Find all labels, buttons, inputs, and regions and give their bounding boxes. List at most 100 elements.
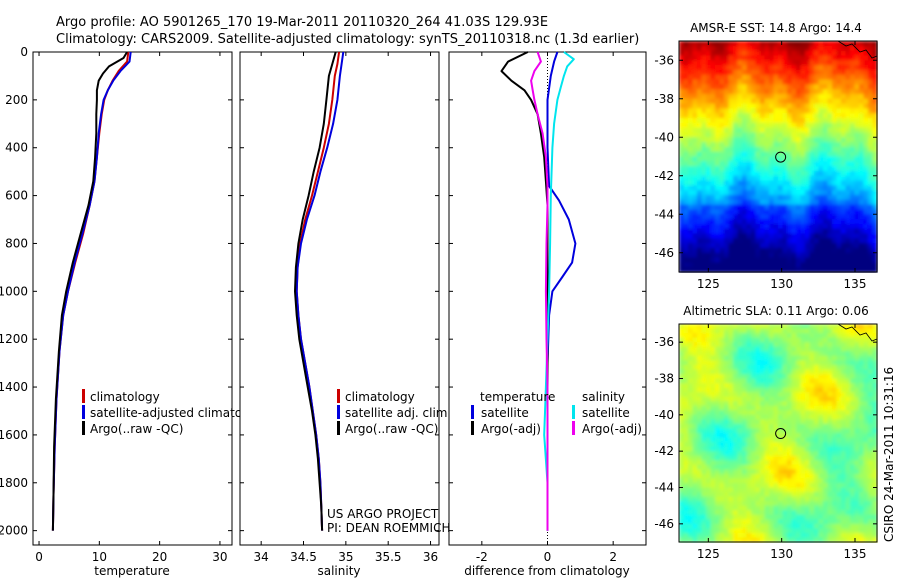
- map-cell: [764, 451, 770, 457]
- map-cell: [823, 195, 829, 201]
- map-cell: [872, 387, 878, 393]
- map-cell: [832, 414, 838, 420]
- map-cell: [679, 142, 685, 148]
- map-cell: [737, 364, 743, 371]
- map-cell: [787, 478, 793, 484]
- map-cell: [706, 460, 712, 466]
- map-cell: [868, 482, 874, 489]
- map-cell: [746, 45, 752, 52]
- map-cell: [764, 132, 770, 138]
- map-cell: [764, 238, 770, 244]
- map-cell: [845, 199, 851, 206]
- map-cell: [805, 537, 811, 543]
- map-cell: [742, 180, 748, 186]
- map-cell: [688, 387, 694, 393]
- map-cell: [742, 392, 748, 398]
- map-cell: [796, 414, 802, 420]
- map-cell: [791, 492, 797, 498]
- map-cell: [778, 233, 784, 239]
- map-cell: [760, 369, 766, 375]
- map-cell: [809, 387, 815, 393]
- map-cell: [791, 351, 797, 357]
- map-cell: [800, 65, 806, 71]
- map-cell: [805, 342, 811, 348]
- map-cell: [688, 209, 694, 215]
- map-cell: [701, 373, 707, 380]
- map-cell: [755, 369, 761, 375]
- map-cell: [697, 45, 703, 52]
- map-cell: [733, 464, 739, 470]
- map-cell: [706, 387, 712, 393]
- map-cell: [854, 180, 860, 186]
- map-cell: [679, 65, 685, 71]
- map-cell: [863, 267, 869, 273]
- map-cell: [791, 473, 797, 480]
- map-cell: [845, 478, 851, 484]
- map-cell: [710, 378, 716, 384]
- map-cell: [715, 401, 721, 407]
- map-cell: [805, 262, 811, 268]
- map-cell: [863, 113, 869, 119]
- map-cell: [823, 257, 829, 263]
- map-cell: [724, 505, 730, 511]
- map-cell: [715, 532, 721, 539]
- map-cell: [692, 437, 698, 443]
- map-cell: [742, 50, 748, 57]
- map-cell: [805, 451, 811, 457]
- map-cell: [719, 161, 725, 167]
- map-cell: [764, 127, 770, 134]
- map-cell: [805, 337, 811, 343]
- map-cell: [845, 84, 851, 90]
- map-cell: [791, 333, 797, 339]
- map-cell: [823, 65, 829, 71]
- map-cell: [679, 387, 685, 393]
- map-cell: [868, 333, 874, 339]
- map-cell: [688, 501, 694, 507]
- map-cell: [859, 146, 865, 153]
- map-cell: [769, 464, 775, 470]
- map-cell: [796, 156, 802, 162]
- map-cell: [832, 45, 838, 52]
- map-cell: [773, 103, 779, 109]
- map-cell: [728, 324, 734, 330]
- map-cell: [710, 355, 716, 361]
- map-cell: [832, 219, 838, 225]
- map-cell: [733, 433, 739, 439]
- map-cell: [706, 328, 712, 334]
- map-cell: [836, 228, 842, 235]
- map-cell: [688, 328, 694, 334]
- map-cell: [679, 69, 685, 76]
- map-cell: [719, 523, 725, 529]
- map-cell: [683, 528, 689, 534]
- map-cell: [737, 185, 743, 191]
- map-cell: [872, 55, 878, 61]
- map-cell: [751, 487, 757, 493]
- map-cell: [742, 455, 748, 461]
- map-cell: [800, 214, 806, 220]
- map-cell: [827, 460, 833, 466]
- map-cell: [773, 262, 779, 268]
- map-cell: [715, 464, 721, 470]
- map-cell: [733, 410, 739, 416]
- map-cell: [800, 396, 806, 402]
- map-cell: [800, 142, 806, 148]
- map-cell: [823, 146, 829, 153]
- map-cell: [836, 69, 842, 76]
- map-cell: [778, 519, 784, 525]
- map-cell: [742, 387, 748, 393]
- map-cell: [818, 98, 824, 105]
- map-cell: [706, 50, 712, 57]
- map-cell: [805, 137, 811, 143]
- map-cell: [751, 93, 757, 100]
- map-cell: [832, 166, 838, 172]
- map-cell: [679, 199, 685, 206]
- map-cell: [845, 532, 851, 539]
- map-cell: [701, 528, 707, 534]
- map-cell: [688, 442, 694, 448]
- map-cell: [778, 505, 784, 511]
- map-cell: [787, 501, 793, 507]
- map-cell: [854, 405, 860, 411]
- map-cell: [809, 364, 815, 371]
- map-cell: [688, 122, 694, 129]
- map-cell: [751, 243, 757, 249]
